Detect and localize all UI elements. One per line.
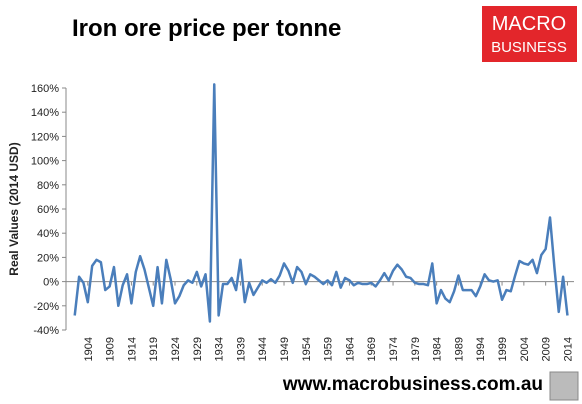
x-tick-label: 1979 <box>410 337 422 361</box>
x-tick-label: 1974 <box>388 337 400 361</box>
footer-icon <box>549 371 579 401</box>
y-tick-label: 140% <box>31 107 59 119</box>
x-tick-label: 2014 <box>562 337 574 361</box>
x-tick-label: 1954 <box>301 337 313 361</box>
footer: www.macrobusiness.com.au <box>282 374 543 395</box>
x-tick-label: 1934 <box>214 337 226 361</box>
y-tick-label: -20% <box>33 301 59 313</box>
chart-title: Iron ore price per tonne <box>72 15 341 42</box>
y-tick-label: 100% <box>31 156 59 168</box>
x-tick-label: 1924 <box>170 337 182 361</box>
x-tick-label: 1999 <box>497 337 509 361</box>
y-tick-label: 0% <box>43 277 59 289</box>
x-tick-label: 1944 <box>257 337 269 361</box>
y-tick-label: 160% <box>31 83 59 95</box>
x-tick-label: 1984 <box>432 337 444 361</box>
x-tick-label: 1959 <box>323 337 335 361</box>
x-tick-label: 2004 <box>519 337 531 361</box>
x-tick-label: 1964 <box>344 337 356 361</box>
y-tick-label: 80% <box>37 180 59 192</box>
x-tick-label: 1929 <box>192 337 204 361</box>
x-tick-label: 1919 <box>148 337 160 361</box>
logo-box <box>482 6 577 62</box>
y-tick-label: 20% <box>37 252 59 264</box>
x-tick-label: 1939 <box>235 337 247 361</box>
x-tick-label: 2009 <box>541 337 553 361</box>
x-tick-label: 1994 <box>475 337 487 361</box>
logo-text: BUSINESS <box>491 39 567 56</box>
data-line <box>73 83 569 323</box>
x-tick-label: 1909 <box>105 337 117 361</box>
x-tick-label: 1904 <box>83 337 95 361</box>
x-tick-label: 1949 <box>279 337 291 361</box>
x-tick-label: 1989 <box>453 337 465 361</box>
x-tick-label: 1969 <box>366 337 378 361</box>
x-tick-label: 1914 <box>126 337 138 361</box>
logo-text: MACRO <box>492 13 566 35</box>
y-tick-label: 60% <box>37 204 59 216</box>
y-tick-label: -40% <box>33 325 59 337</box>
y-axis-label: Real Values (2014 USD) <box>7 142 21 275</box>
y-tick-label: 40% <box>37 228 59 240</box>
y-tick-label: 120% <box>31 131 59 143</box>
